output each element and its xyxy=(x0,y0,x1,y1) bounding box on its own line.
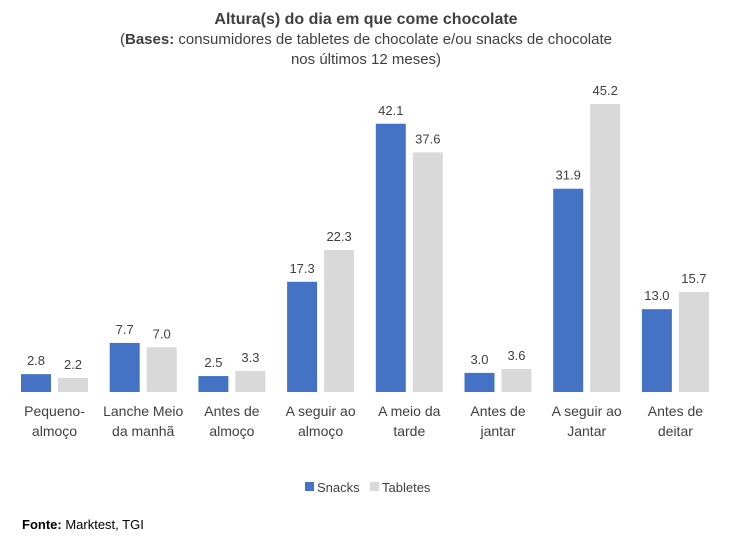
subtitle-bold: Bases: xyxy=(125,31,175,48)
category-label-0-0: Pequeno- xyxy=(24,403,85,419)
data-label-snacks-5: 3.0 xyxy=(470,352,488,367)
category-label-6-1: Jantar xyxy=(567,423,606,439)
bar-snacks-3 xyxy=(287,281,318,392)
category-label-6-0: A seguir ao xyxy=(552,403,622,419)
category-label-5-1: jantar xyxy=(479,423,515,439)
bar-tabletes-5 xyxy=(501,369,532,392)
bar-tabletes-4 xyxy=(412,152,443,392)
chart-subtitle-line1: (Bases: consumidores de tabletes de choc… xyxy=(0,30,732,50)
bar-tabletes-1 xyxy=(146,347,177,392)
source-note: Fonte: Marktest, TGI xyxy=(22,517,144,532)
data-label-snacks-3: 17.3 xyxy=(289,261,314,276)
chart-subtitle-line2: nos últimos 12 meses) xyxy=(290,51,442,68)
source-label: Fonte: xyxy=(22,517,62,532)
category-label-1-1: da manhã xyxy=(112,423,174,439)
data-label-snacks-6: 31.9 xyxy=(556,168,581,183)
data-label-tabletes-4: 37.6 xyxy=(415,131,440,146)
category-label-7-1: deitar xyxy=(658,423,693,439)
data-label-tabletes-0: 2.2 xyxy=(64,357,82,372)
legend-label-snacks: Snacks xyxy=(317,480,360,495)
bar-tabletes-2 xyxy=(235,370,266,392)
category-label-4-0: A meio da xyxy=(378,403,440,419)
data-label-tabletes-7: 15.7 xyxy=(681,271,706,286)
bar-tabletes-0 xyxy=(58,377,88,392)
category-label-4-1: tarde xyxy=(393,423,425,439)
category-label-2-1: almoço xyxy=(209,423,254,439)
data-label-snacks-0: 2.8 xyxy=(27,353,45,368)
bar-snacks-2 xyxy=(198,376,229,392)
bar-snacks-4 xyxy=(375,123,406,393)
chart-title: Altura(s) do dia em que come chocolate xyxy=(214,11,518,28)
chart-title-block: Altura(s) do dia em que come chocolate (… xyxy=(0,10,732,70)
data-label-tabletes-6: 45.2 xyxy=(593,83,618,98)
data-label-tabletes-5: 3.6 xyxy=(507,348,525,363)
subtitle-open-paren: ( xyxy=(120,31,125,48)
bar-snacks-7 xyxy=(641,309,672,392)
legend-swatch-snacks xyxy=(305,482,314,491)
bar-snacks-5 xyxy=(464,372,495,392)
category-label-3-0: A seguir ao xyxy=(286,403,356,419)
data-label-tabletes-2: 3.3 xyxy=(241,350,259,365)
bar-snacks-0 xyxy=(21,374,51,392)
data-label-tabletes-3: 22.3 xyxy=(326,229,351,244)
data-label-snacks-7: 13.0 xyxy=(644,288,669,303)
legend-label-tabletes: Tabletes xyxy=(382,480,431,495)
category-label-3-1: almoço xyxy=(298,423,343,439)
bar-tabletes-6 xyxy=(590,104,621,392)
bar-tabletes-3 xyxy=(324,249,355,392)
bar-snacks-1 xyxy=(109,342,140,392)
data-label-snacks-4: 42.1 xyxy=(378,103,403,118)
data-label-snacks-2: 2.5 xyxy=(204,355,222,370)
data-label-tabletes-1: 7.0 xyxy=(153,326,171,341)
source-text: Marktest, TGI xyxy=(61,517,144,532)
legend-swatch-tabletes xyxy=(370,482,379,491)
bar-tabletes-7 xyxy=(678,291,709,392)
subtitle-text: consumidores de tabletes de chocolate e/… xyxy=(174,31,612,48)
category-label-5-0: Antes de xyxy=(470,403,525,419)
category-label-0-1: almoço xyxy=(32,423,77,439)
category-label-2-0: Antes de xyxy=(204,403,259,419)
category-label-1-0: Lanche Meio xyxy=(103,403,183,419)
data-label-snacks-1: 7.7 xyxy=(116,322,134,337)
category-label-7-0: Antes de xyxy=(648,403,703,419)
bar-snacks-6 xyxy=(553,188,584,392)
